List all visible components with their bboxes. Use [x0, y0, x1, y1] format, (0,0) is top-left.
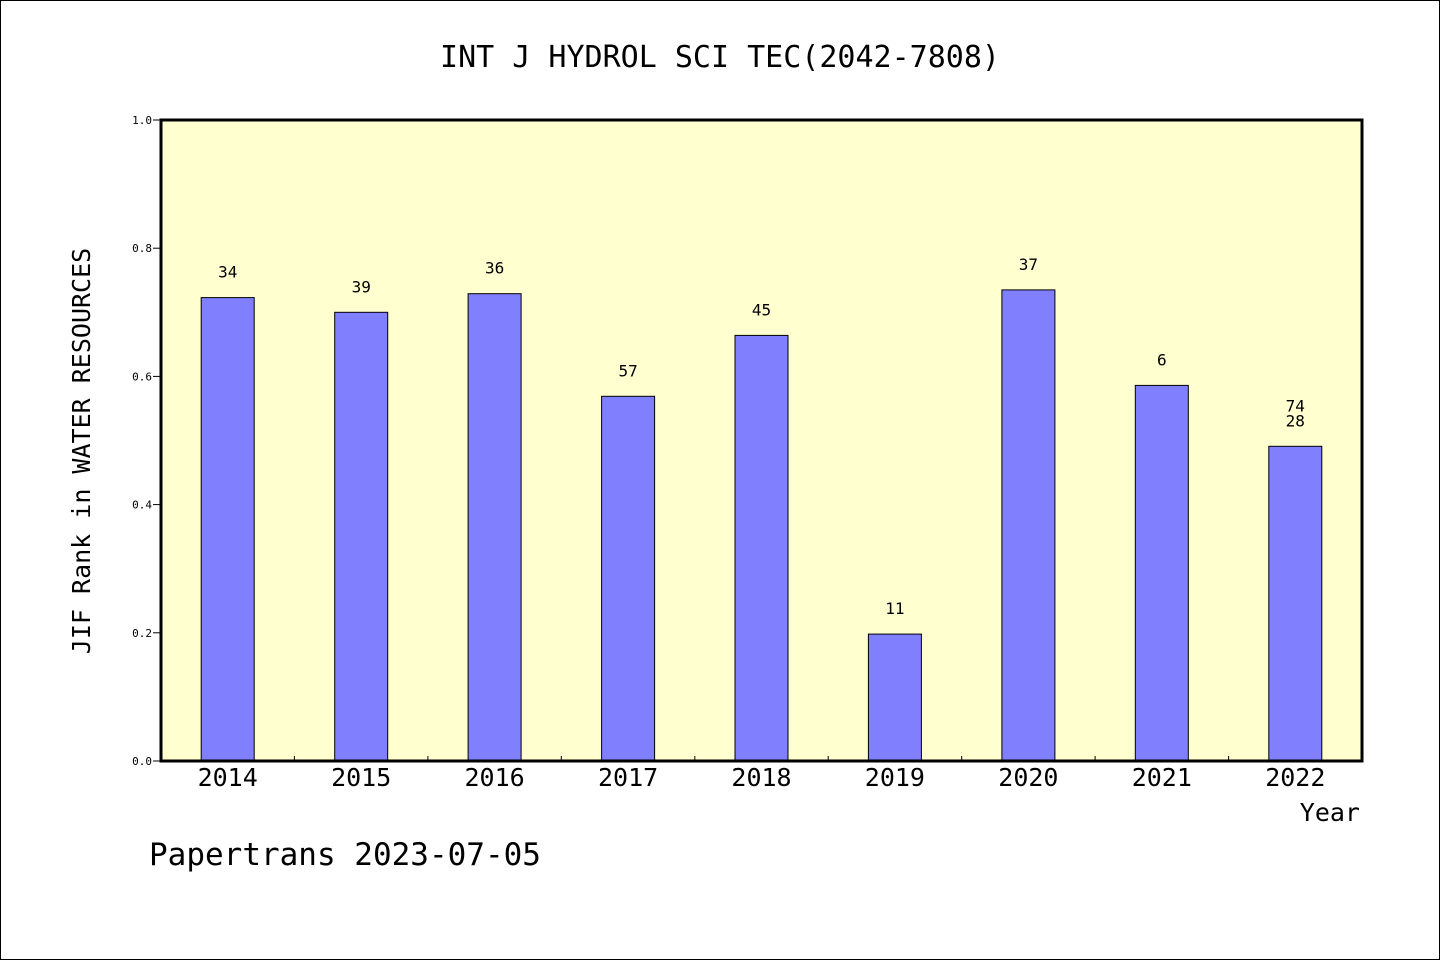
x-tick-label-2017: 2017 — [598, 763, 658, 792]
footer-credit: Papertrans 2023-07-05 — [149, 837, 541, 873]
y-tick-label-0.8: 0.8 — [132, 242, 152, 255]
data-label-2015: 39 — [352, 277, 371, 296]
data-label-2016: 36 — [485, 259, 504, 278]
data-label-2021: 6 — [1157, 350, 1167, 369]
bar-2015 — [334, 311, 389, 762]
x-tick-label-2018: 2018 — [731, 763, 791, 792]
x-tick-label-2014: 2014 — [198, 763, 258, 792]
x-tick-label-2020: 2020 — [998, 763, 1058, 792]
data-label-2020: 37 — [1019, 255, 1038, 274]
chart-title: INT J HYDROL SCI TEC(2042-7808) — [440, 40, 1000, 75]
x-axis-label: Year — [1300, 798, 1360, 827]
x-axis-ticks: 2014 2015 2016 2017 2018 2019 2020 2021 2022 — [198, 756, 1325, 792]
bar-2021 — [1134, 384, 1189, 762]
x-tick-label-2021: 2021 — [1132, 763, 1192, 792]
y-tick-label-0.6: 0.6 — [132, 370, 152, 383]
x-tick-label-2016: 2016 — [464, 763, 524, 792]
y-tick-label-0.4: 0.4 — [132, 499, 152, 512]
bar-2019 — [867, 633, 922, 762]
data-label-2022-2: 28 — [1286, 411, 1305, 430]
y-tick-label-1.0: 1.0 — [132, 114, 152, 127]
data-label-2018: 45 — [752, 300, 771, 319]
y-tick-label-0.0: 0.0 — [132, 755, 152, 768]
y-tick-label-0.2: 0.2 — [132, 627, 152, 640]
bar-2017 — [601, 395, 656, 762]
data-label-2017: 57 — [618, 361, 637, 380]
data-label-2014: 34 — [218, 263, 237, 282]
x-tick-label-2022: 2022 — [1265, 763, 1325, 792]
bar-2022 — [1268, 445, 1323, 762]
y-axis-ticks: 0.0 0.2 0.4 0.6 0.8 1.0 — [132, 114, 161, 768]
data-label-2019: 11 — [885, 599, 904, 618]
x-tick-label-2015: 2015 — [331, 763, 391, 792]
x-tick-label-2019: 2019 — [865, 763, 925, 792]
data-label-2022-1: 74 — [1286, 396, 1305, 415]
bar-2018 — [734, 334, 789, 762]
bar-2014 — [200, 297, 255, 762]
y-axis-label: JIF Rank in WATER RESOURCES — [67, 248, 96, 654]
plot-border — [159, 118, 1364, 763]
bar-2020 — [1001, 289, 1056, 762]
bar-2016 — [467, 293, 522, 762]
